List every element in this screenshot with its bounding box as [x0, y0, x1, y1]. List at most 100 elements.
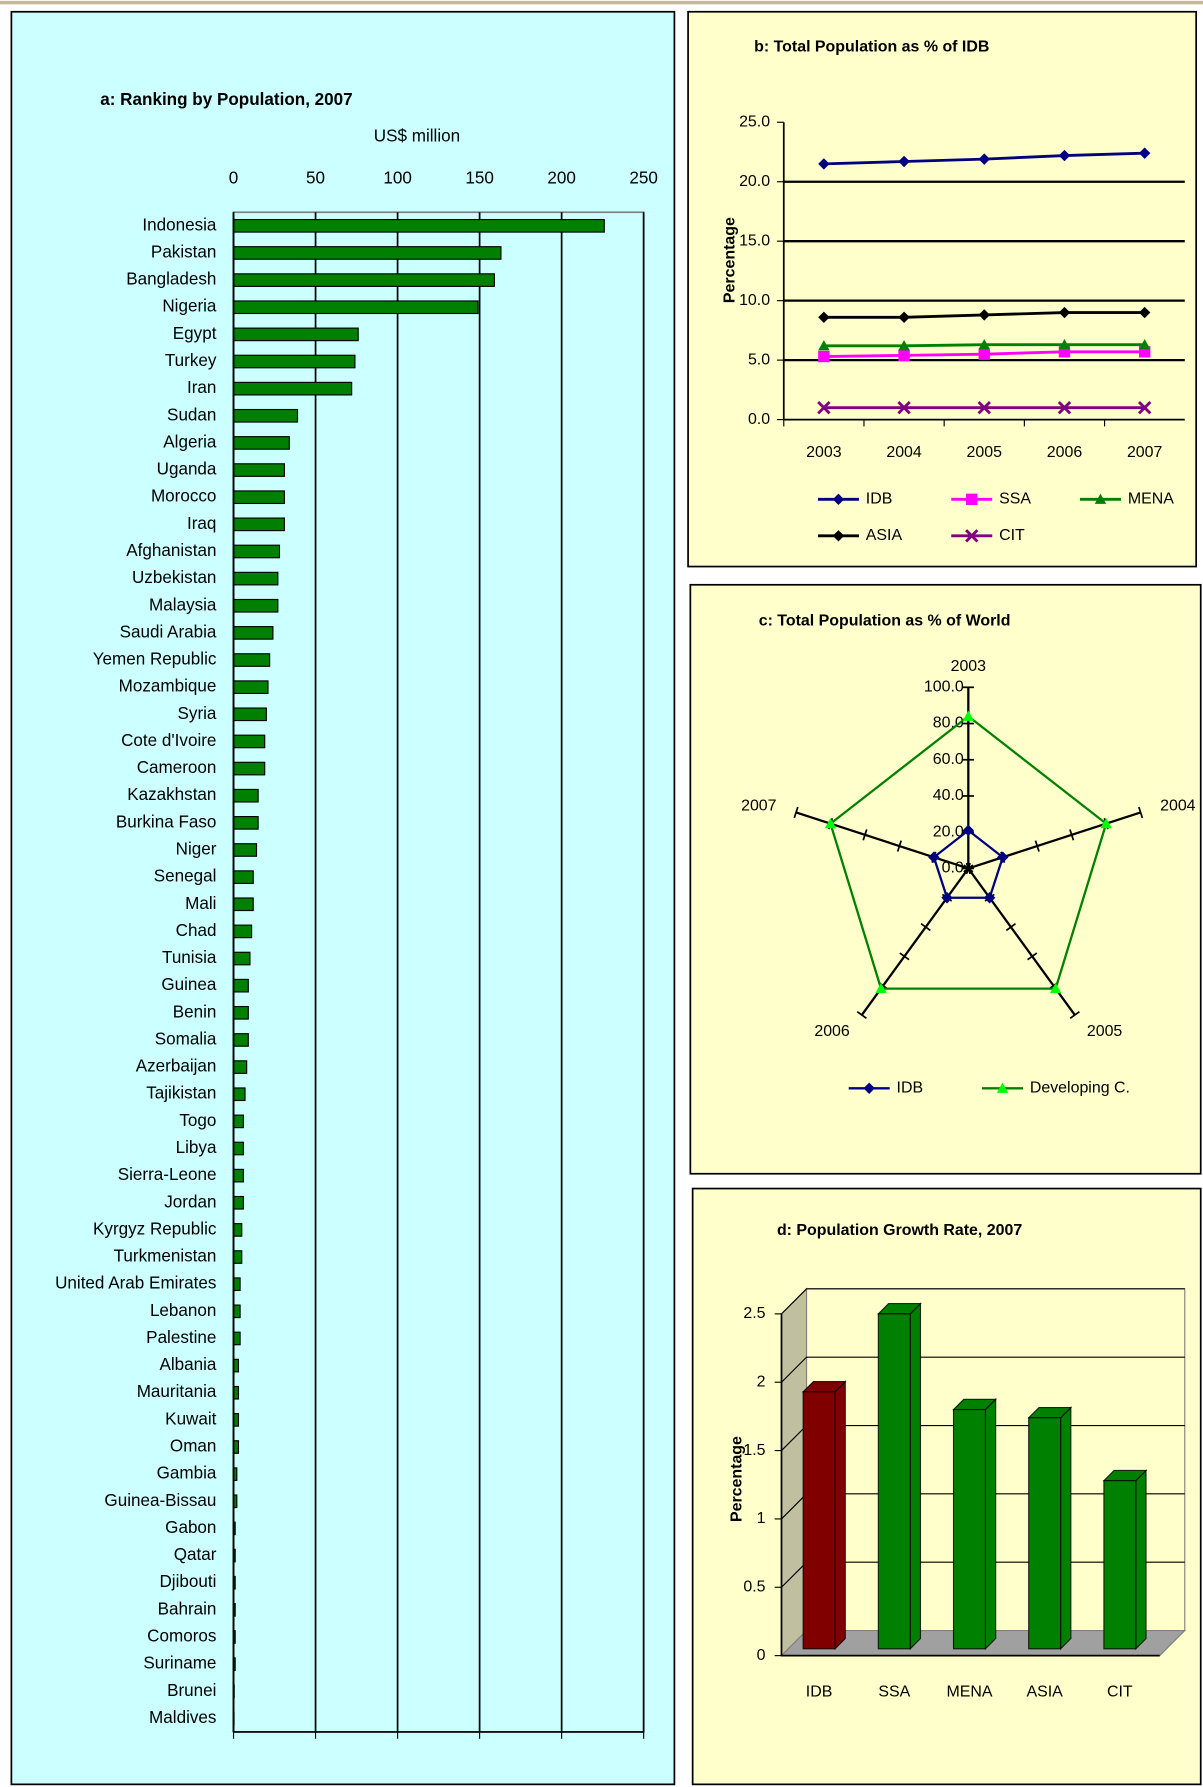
marker [817, 400, 831, 415]
y-tick-label: 0 [757, 1647, 766, 1664]
marker [898, 340, 910, 351]
bar [802, 1391, 836, 1650]
marker [863, 1082, 875, 1094]
bar [1103, 1480, 1137, 1650]
bar [232, 1304, 241, 1319]
tick-mark [856, 1010, 867, 1020]
y-tick-label: Afghanistan [126, 541, 216, 560]
y-tick-label: Libya [176, 1138, 217, 1157]
y-tick-label: Mali [185, 894, 216, 913]
bar [232, 897, 254, 912]
y-tick-label: Egypt [173, 324, 217, 343]
y-tick-label: Kazakhstan [127, 785, 216, 804]
bar [1028, 1417, 1062, 1650]
marker [997, 851, 1009, 863]
y-tick-label: Kyrgyz Republic [93, 1219, 217, 1238]
bar [232, 1005, 249, 1020]
tick-mark [1005, 923, 1017, 932]
tick-mark [1138, 806, 1144, 819]
marker [1138, 147, 1151, 159]
legend-label: IDB [897, 1080, 924, 1097]
y-axis-label: Percentage [721, 217, 738, 303]
y-tick-label: Guinea-Bissau [104, 1491, 216, 1510]
bar-side [909, 1302, 922, 1651]
x-tick-label: 2004 [886, 444, 922, 461]
bar [232, 951, 251, 966]
y-tick-label: Morocco [151, 487, 217, 506]
bar [232, 1033, 249, 1047]
bar [232, 870, 254, 884]
x-tick-label: 2005 [967, 444, 1003, 461]
tick-mark [862, 829, 868, 841]
y-tick-label: 0.0 [748, 411, 770, 428]
marker [898, 311, 910, 324]
y-tick-label: 10.0 [739, 292, 770, 309]
x-tick-label: IDB [806, 1683, 833, 1700]
marker [898, 155, 910, 168]
legend-label: ASIA [866, 527, 903, 544]
y-tick-label: United Arab Emirates [55, 1274, 216, 1293]
y-tick-label: Guinea [161, 975, 217, 994]
x-tick-label: 100 [383, 169, 412, 188]
y-tick-label: Yemen Republic [93, 650, 217, 669]
legend-label: MENA [1128, 491, 1174, 508]
marker [966, 493, 978, 506]
marker [965, 529, 979, 543]
chart-title: a: Ranking by Population, 2007 [100, 90, 352, 109]
bar [232, 1141, 244, 1156]
marker [983, 892, 996, 904]
marker [832, 493, 845, 506]
bar [232, 381, 353, 396]
y-tick-label: Lebanon [150, 1301, 217, 1320]
tick-mark [899, 952, 910, 961]
grid-line [781, 1356, 1185, 1383]
y-tick-label: Gambia [157, 1464, 217, 1483]
bar [232, 1060, 248, 1074]
x-tick-label: 2006 [1047, 444, 1083, 461]
marker [962, 710, 975, 721]
tick-mark [1069, 829, 1075, 841]
marker [1100, 817, 1112, 829]
marker [897, 400, 911, 415]
bar [232, 463, 285, 477]
r-tick-label: 20.0 [933, 823, 964, 840]
marker [978, 338, 990, 350]
panel-c [689, 583, 1202, 1175]
y-tick-label: 2.5 [743, 1305, 765, 1322]
bar [232, 1087, 246, 1102]
category-label: 2003 [951, 658, 987, 675]
marker [962, 824, 975, 837]
bar [877, 1313, 911, 1650]
bar-side [1135, 1469, 1147, 1651]
marker [1058, 346, 1071, 358]
x-tick-label: SSA [878, 1683, 910, 1700]
r-tick-label: 0.0 [942, 860, 964, 877]
y-tick-label: Sudan [167, 405, 216, 424]
chart-title: d: Population Growth Rate, 2007 [777, 1222, 1022, 1239]
chart-title: b: Total Population as % of IDB [754, 38, 989, 55]
y-tick-label: Turkey [165, 351, 217, 370]
bar [232, 218, 605, 233]
y-tick-label: Sierra-Leone [118, 1165, 217, 1184]
r-tick-label: 40.0 [933, 787, 964, 804]
marker [978, 153, 990, 165]
tick-mark [965, 862, 971, 875]
bar [232, 816, 259, 830]
y-tick-label: Malaysia [149, 595, 217, 614]
category-label: 2006 [814, 1023, 850, 1040]
y-tick-label: Kuwait [165, 1409, 217, 1428]
marker [898, 349, 910, 362]
y-tick-label: 5.0 [748, 351, 770, 368]
bar [232, 246, 502, 260]
bar [232, 1331, 241, 1346]
bar [232, 680, 269, 694]
legend-label: SSA [999, 491, 1031, 508]
panel-b [687, 10, 1198, 568]
y-tick-label: Tunisia [162, 948, 217, 967]
y-tick-label: Djibouti [159, 1572, 216, 1591]
y-tick-label: 1.5 [743, 1442, 765, 1459]
marker [928, 851, 940, 863]
y-tick-label: Brunei [167, 1681, 216, 1700]
bar [232, 517, 285, 532]
